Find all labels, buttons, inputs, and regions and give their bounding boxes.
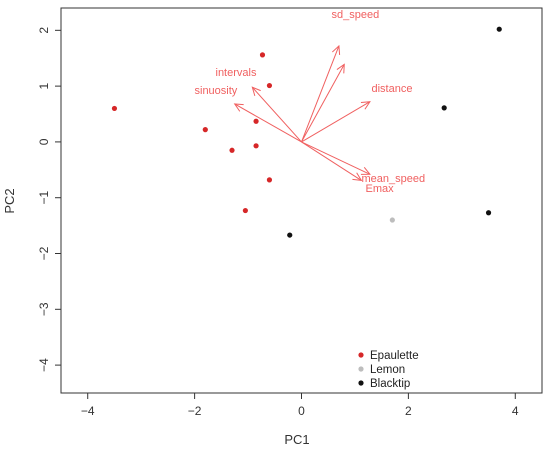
legend-label-lemon: Lemon	[370, 364, 405, 376]
loading-label-sd_speed: sd_speed	[332, 9, 380, 21]
loading-label-Emax: Emax	[366, 183, 395, 195]
data-points	[111, 26, 502, 238]
point-epaulette	[266, 82, 273, 89]
point-blacktip	[496, 26, 502, 32]
legend-label-epaulette: Epaulette	[370, 350, 419, 362]
y-tick-label: −2	[37, 246, 51, 260]
point-epaulette	[202, 127, 208, 133]
point-blacktip	[287, 232, 293, 238]
loading-vector-sinuosity	[234, 103, 302, 143]
x-tick-label: −4	[81, 404, 95, 418]
legend-marker-epaulette	[358, 352, 364, 358]
axes: −4 −2 0 2 4 −4 −3 −2 −1 0 1 2	[37, 27, 519, 418]
y-tick-label: 0	[37, 138, 51, 145]
arrowhead-distance	[360, 101, 371, 110]
y-tick-label: 2	[37, 27, 51, 34]
x-tick-label: 4	[512, 404, 519, 418]
point-epaulette	[229, 147, 235, 153]
plot-frame	[60, 7, 543, 394]
arrowhead-duration	[331, 44, 341, 55]
loading-label-sinuosity: sinuosity	[195, 85, 238, 97]
loading-vectors: durationsd_speeddistanceintervalssinuosi…	[195, 9, 426, 195]
arrowhead-Emax	[352, 172, 363, 182]
loading-vector-duration	[301, 45, 340, 143]
x-axis-label: PC1	[284, 432, 309, 447]
point-epaulette	[242, 207, 248, 214]
point-epaulette	[253, 143, 259, 149]
y-tick-label: −3	[37, 302, 51, 316]
loading-vector-mean_speed	[301, 141, 371, 175]
point-epaulette	[259, 52, 266, 58]
legend-label-blacktip: Blacktip	[370, 378, 410, 390]
legend: Epaulette Lemon Blacktip	[358, 350, 419, 390]
x-tick-label: 0	[298, 404, 305, 418]
arrowhead-sinuosity	[233, 103, 244, 112]
x-tick-label: −2	[188, 404, 202, 418]
point-epaulette	[253, 118, 259, 124]
point-blacktip	[441, 105, 447, 111]
point-lemon	[389, 217, 395, 223]
loading-vector-distance	[301, 101, 371, 143]
arrowhead-mean_speed	[360, 166, 371, 175]
arrowhead-intervals	[251, 86, 261, 97]
legend-marker-lemon	[358, 366, 364, 372]
loading-vector-Emax	[301, 141, 362, 181]
legend-marker-blacktip	[358, 380, 364, 386]
loading-label-intervals: intervals	[216, 67, 257, 79]
y-tick-label: −1	[37, 191, 51, 205]
loading-vector-sd_speed	[301, 64, 345, 143]
point-epaulette	[266, 177, 273, 183]
x-tick-label: 2	[405, 404, 412, 418]
loading-vector-intervals	[251, 86, 302, 143]
loading-label-distance: distance	[372, 83, 413, 95]
arrowhead-sd_speed	[336, 63, 345, 74]
point-epaulette	[111, 105, 118, 112]
y-tick-label: −4	[37, 358, 51, 372]
point-blacktip	[485, 210, 492, 216]
y-tick-label: 1	[37, 82, 51, 89]
y-axis-label: PC2	[2, 188, 17, 213]
loading-label-mean_speed: mean_speed	[362, 173, 426, 185]
